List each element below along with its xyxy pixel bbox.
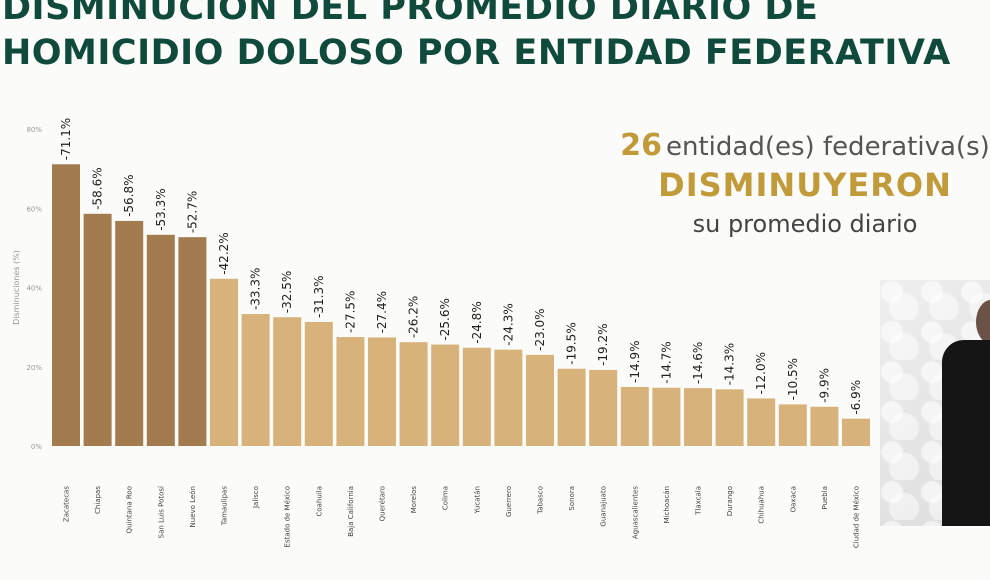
bar-8	[273, 317, 302, 446]
bar-17	[557, 368, 586, 446]
bar-16	[526, 354, 554, 446]
bar-11	[368, 337, 396, 446]
data-label: -27.4%	[375, 291, 389, 333]
x-tick-label: Tlaxcala	[695, 486, 703, 516]
data-label: -24.3%	[501, 303, 515, 345]
x-tick-label: Zacatecas	[63, 486, 71, 522]
x-tick-label: Estado de México	[284, 486, 292, 547]
data-label: -27.5%	[343, 291, 357, 333]
bar-9	[304, 321, 333, 446]
title-line-1: DISMINUCIÓN DEL PROMEDIO DIARIO DE	[2, 0, 819, 28]
data-label: -10.5%	[786, 358, 800, 400]
title-line-2: HOMICIDIO DOLOSO POR ENTIDAD FEDERATIVA	[2, 33, 951, 73]
data-label: -24.8%	[470, 301, 484, 343]
bar-chart: 0% 20% 40% 60% 80% Disminuciones (%) -71.1% Zac…	[12, 118, 870, 548]
data-label: -53.3%	[154, 188, 168, 230]
data-label: -52.7%	[185, 191, 199, 233]
count-line: 26 entidad(es) federativa(s)	[620, 128, 990, 163]
bar-23	[747, 398, 776, 446]
y-tick-label: 0%	[31, 443, 42, 451]
data-label: -23.0%	[533, 308, 547, 350]
bar-21	[684, 388, 712, 446]
bar-26	[842, 418, 870, 446]
bar-6	[210, 278, 238, 446]
y-tick-label: 40%	[26, 285, 42, 293]
data-label: -14.9%	[628, 341, 642, 383]
bar-24	[778, 404, 807, 446]
x-tick-label: Guerrero	[505, 486, 513, 517]
bar-5	[178, 237, 207, 446]
data-label: -9.9%	[817, 368, 831, 403]
data-label: -14.3%	[723, 343, 737, 385]
x-tick-label: Guanajuato	[600, 486, 608, 527]
bar-1	[52, 164, 80, 447]
bar-3	[115, 220, 144, 446]
x-tick-label: Nuevo León	[189, 486, 197, 527]
bar-2	[83, 213, 112, 446]
bar-20	[652, 387, 681, 446]
bar-10	[336, 337, 365, 446]
x-tick-label: Oaxaca	[789, 486, 797, 512]
count: 26	[620, 128, 662, 163]
x-tick-label: Tabasco	[537, 486, 545, 515]
bar-19	[620, 386, 649, 446]
x-tick-label: Morelos	[410, 486, 418, 514]
bar-22	[715, 389, 744, 446]
data-label: -12.0%	[754, 352, 768, 394]
data-label: -19.5%	[565, 322, 579, 364]
data-label: -31.3%	[312, 276, 326, 318]
bar-25	[810, 406, 839, 446]
bar-4	[146, 234, 175, 446]
x-tick-label: Colima	[442, 486, 450, 510]
bar-13	[431, 344, 460, 446]
speaker-body	[942, 340, 990, 526]
count-suffix: entidad(es) federativa(s)	[665, 132, 990, 162]
y-tick-label: 20%	[26, 364, 42, 372]
x-tick-label: Querétaro	[379, 486, 387, 521]
bar-15	[494, 349, 523, 446]
data-label: -6.9%	[849, 380, 863, 415]
data-label: -32.5%	[280, 271, 294, 313]
x-tick-label: Ciudad de México	[853, 486, 861, 548]
x-tick-label: Sonora	[568, 486, 576, 511]
subline: su promedio diario	[692, 210, 918, 238]
bar-12	[399, 342, 428, 446]
bar-7	[241, 314, 270, 446]
x-tick-label: Baja California	[347, 486, 355, 537]
speaker-head	[976, 300, 990, 344]
data-label: -42.2%	[217, 232, 231, 274]
y-axis-label: Disminuciones (%)	[12, 250, 21, 325]
data-label: -58.6%	[91, 167, 105, 209]
x-tick-label: Durango	[726, 486, 734, 516]
y-tick-label: 60%	[26, 205, 42, 213]
x-tick-label: Chihuahua	[758, 486, 766, 524]
x-tick-label: Quintana Roo	[126, 486, 134, 533]
data-label: -14.6%	[691, 342, 705, 384]
x-tick-label: Tamaulipas	[221, 486, 229, 527]
data-label: -14.7%	[659, 341, 673, 383]
data-label: -71.1%	[59, 118, 73, 160]
x-tick-label: Chiapas	[94, 486, 102, 514]
x-tick-label: San Luis Potosí	[157, 485, 165, 538]
x-tick-label: Coahuila	[315, 486, 323, 517]
data-label: -25.6%	[438, 298, 452, 340]
speaker-video-inset	[880, 280, 990, 526]
headline: DISMINUYERON	[658, 166, 952, 204]
data-label: -33.3%	[249, 268, 263, 310]
x-tick-label: Jalisco	[252, 486, 260, 509]
y-tick-label: 80%	[26, 126, 42, 134]
x-tick-label: Aguascalientes	[631, 486, 639, 539]
data-label: -26.2%	[407, 296, 421, 338]
data-label: -19.2%	[596, 323, 610, 365]
data-label: -56.8%	[122, 174, 136, 216]
bar-18	[589, 369, 618, 446]
x-tick-label: Michoacán	[663, 486, 671, 523]
x-tick-label: Puebla	[821, 486, 829, 510]
x-tick-label: Yucatán	[473, 486, 481, 515]
bar-14	[462, 347, 491, 446]
